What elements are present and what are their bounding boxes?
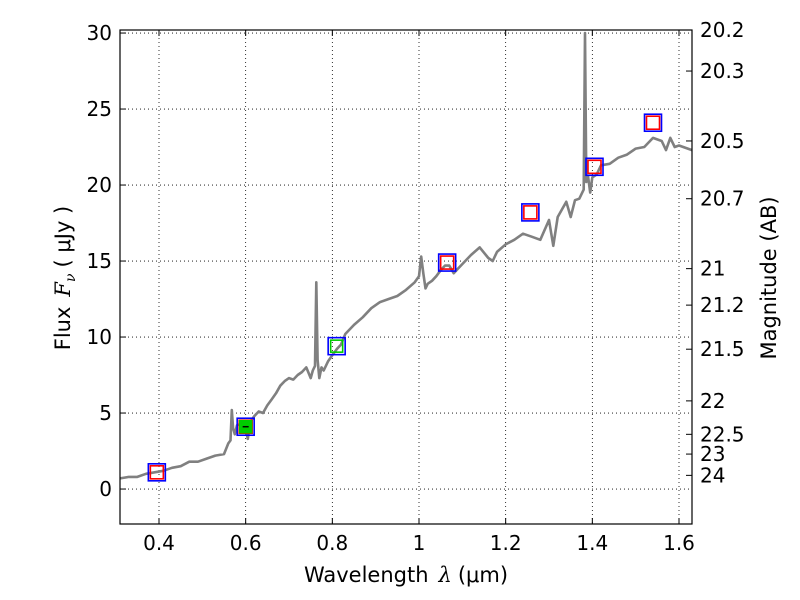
y-axis-label: FluxFν( μJy )	[51, 206, 79, 350]
right-tick-label: 20.2	[700, 18, 745, 42]
right-tick-label: 20.7	[700, 187, 745, 211]
photometry-blue-marker	[236, 417, 255, 437]
right-tick-label: 23	[700, 442, 725, 466]
axis-ticks: 0.4 0.6 0.8 1 1.2 1.4 1.6 0 5 10 15 20 25 30 20.2 20.3 2…	[87, 18, 745, 555]
spectrum-line-layer	[119, 31, 693, 480]
photometry-blue-marker	[327, 336, 346, 356]
right-tick-label: 24	[700, 463, 725, 487]
right-tick-label: 21.2	[700, 293, 745, 317]
spectrum-line	[119, 31, 693, 480]
x-axis-label-text: Wavelength	[304, 563, 429, 587]
x-tick-label: 0.6	[230, 531, 262, 555]
right-tick-label: 20.5	[700, 129, 745, 153]
photometry-blue-marker	[437, 253, 457, 272]
grid-lines	[120, 30, 692, 524]
photometry-red-marker	[587, 159, 602, 175]
right-tick-label: 22.5	[700, 422, 745, 446]
y-tick-label: 20	[87, 173, 112, 197]
x-tick-label: 0.4	[143, 531, 175, 555]
y-axis-label-unit: ( μJy )	[51, 206, 75, 268]
y-axis-label-text: Flux	[51, 307, 75, 351]
y-tick-label: 15	[87, 249, 112, 273]
photometry-blue-marker	[147, 463, 167, 482]
right-axis-label: Magnitude (AB)	[757, 196, 781, 359]
photometry-red-marker	[439, 255, 455, 270]
right-tick-label: 21.5	[700, 337, 745, 361]
x-tick-label: 1	[413, 531, 426, 555]
x-tick-label: 0.8	[316, 531, 348, 555]
y-tick-label: 0	[99, 477, 112, 501]
x-tick-label: 1.2	[490, 531, 522, 555]
photometry-blue-marker	[643, 113, 663, 133]
plot-frame	[119, 29, 693, 525]
y-tick-label: 10	[87, 325, 112, 349]
photometry-green-marker	[238, 419, 253, 434]
photometry-blue-marker	[585, 157, 604, 177]
right-tick-label: 20.3	[700, 59, 745, 83]
photometry-blue-marker	[521, 203, 540, 222]
x-axis-label: Wavelength λ (μm)	[304, 563, 508, 587]
photometry-red-marker	[523, 205, 538, 220]
x-tick-label: 1.4	[576, 531, 608, 555]
photometry-red-marker	[645, 115, 661, 131]
photometry-red-marker	[149, 465, 165, 480]
right-tick-label: 22	[700, 389, 725, 413]
right-tick-label: 21	[700, 257, 725, 281]
photometry-markers	[147, 113, 663, 482]
photometry-green-marker	[329, 339, 344, 353]
x-tick-label: 1.6	[663, 531, 695, 555]
x-axis-label-unit: (μm)	[458, 563, 508, 587]
y-tick-label: 30	[87, 21, 112, 45]
y-tick-label: 25	[87, 97, 112, 121]
y-tick-label: 5	[99, 401, 112, 425]
